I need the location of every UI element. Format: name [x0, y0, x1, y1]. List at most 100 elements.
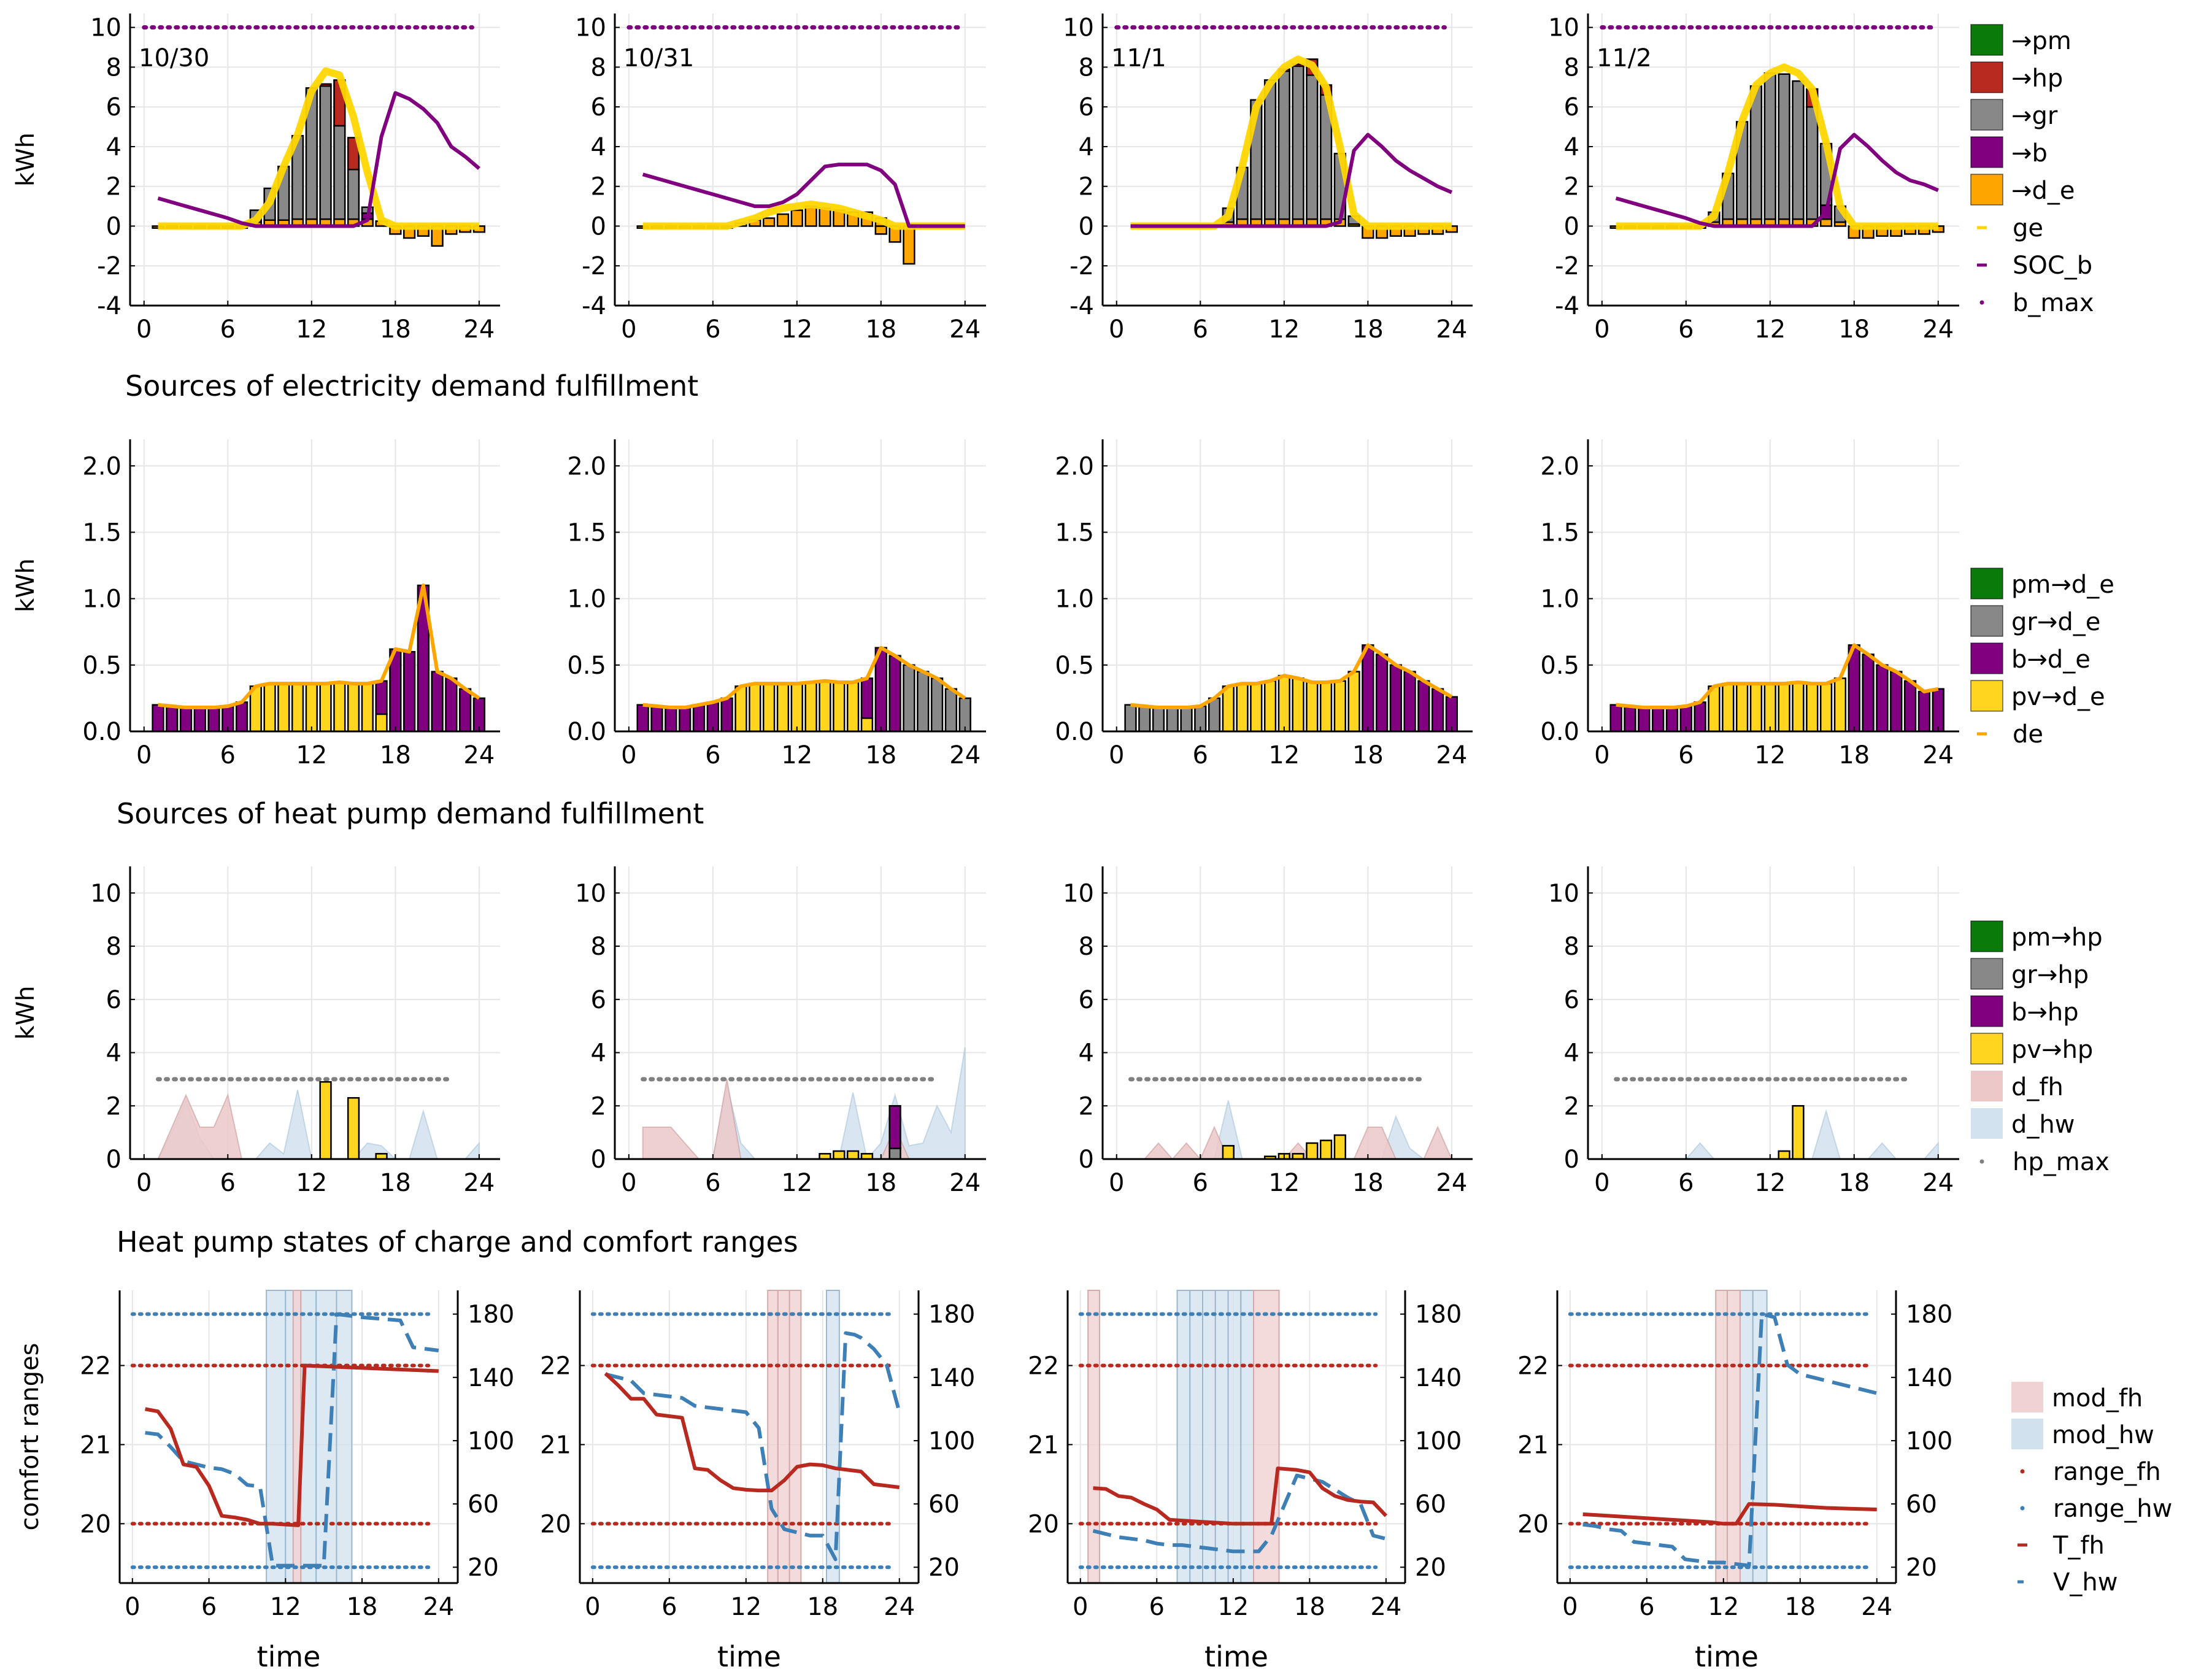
bar-to-gr [333, 125, 346, 220]
legend-swatch [1970, 920, 2003, 952]
y-tick-label: 6 [106, 986, 121, 1014]
y-tick-label: 6 [1079, 93, 1094, 121]
x-axis-label: time [1204, 1640, 1268, 1673]
legend-swatch [1970, 958, 2003, 990]
axes: 0 6 12 18 24 20 21 22 [1028, 1290, 1406, 1621]
y-tick-label: 0.5 [1540, 652, 1579, 680]
marks [1128, 1077, 1453, 1160]
row2-panel-4: 0 6 12 18 24 0.0 0.5 1.0 1.5 2.0 [1540, 439, 1959, 769]
legend-row3: pm→hp gr→hp b→hp pv→hp d_fh d_hw hp_max [1970, 920, 2110, 1176]
x-tick-label: 18 [380, 315, 411, 344]
x-tick-label: 6 [1678, 741, 1694, 769]
y-tick-label: 2.0 [82, 452, 121, 480]
x-axis-label: time [257, 1640, 321, 1673]
soc-line [1615, 133, 1939, 228]
y-tick-label: 4 [106, 1039, 121, 1068]
x-tick-label: 6 [1193, 315, 1208, 344]
y-tick-label: 0.0 [1540, 718, 1579, 746]
bar-b-to-d_e [1862, 653, 1875, 733]
bar-pv-to-d_e [1263, 680, 1277, 733]
ge-line [158, 67, 479, 230]
y-tick-label: 8 [1079, 933, 1094, 961]
y-tick-label: 0.0 [567, 718, 606, 746]
legend-swatch [1970, 568, 2003, 599]
x-tick-label: 18 [865, 315, 896, 344]
bar-b-to-d_e [1638, 706, 1651, 733]
x-tick-label: 12 [781, 315, 812, 344]
x-tick-label: 24 [1922, 741, 1954, 769]
bar-to-gr [1792, 80, 1805, 220]
bar-to-d_e [790, 209, 803, 227]
y-tick-label: 8 [591, 53, 606, 82]
y-axis-label: kWh [12, 133, 40, 187]
bar-b-to-d_e [207, 706, 220, 733]
x-tick-label: 18 [1294, 1593, 1325, 1621]
y2-tick-label: 180 [1415, 1301, 1462, 1329]
y-tick-label: 10 [1548, 14, 1579, 42]
y-tick-label: 8 [106, 933, 121, 961]
y-tick-label: 1.5 [1540, 518, 1579, 547]
legend-label: pv→hp [2011, 1036, 2093, 1064]
mod-hw-span [1176, 1290, 1191, 1584]
bar-b-to-d_e [1932, 688, 1944, 733]
grid [580, 1290, 919, 1583]
x-tick-label: 12 [730, 1593, 761, 1621]
y-tick-label: 1.0 [1540, 585, 1579, 614]
y-tick-label: -2 [97, 252, 121, 280]
d_hw-area [1616, 1109, 1939, 1160]
v-hw-line [1092, 1473, 1387, 1554]
x-tick-label: 12 [296, 741, 327, 769]
y-tick-label: 20 [1028, 1510, 1059, 1538]
legend-item: →d_e [1970, 174, 2075, 206]
y2-tick-label: 140 [1415, 1364, 1462, 1392]
y2-ticks: 20 60 100 140 180 [453, 1301, 514, 1582]
bar-b-to-d_e [403, 650, 416, 733]
bar-gr-to-d_e [944, 688, 958, 733]
bar-pv-to-hp [319, 1081, 332, 1160]
date-label: 10/31 [623, 44, 694, 72]
legend-label: b→hp [2011, 998, 2079, 1027]
y-tick-label: 0.0 [1055, 718, 1094, 746]
bar-to-d_e [874, 225, 887, 235]
y-tick-label: 0 [1079, 1146, 1094, 1174]
x-tick-label: 24 [949, 1169, 981, 1197]
bar-pv-to-hp [833, 1150, 846, 1160]
bar-b-to-d_e [665, 706, 677, 733]
x-tick-label: 0 [136, 1169, 152, 1197]
x-tick-label: 24 [884, 1593, 915, 1621]
bar-to-gr [319, 85, 332, 220]
legend-item: pv→d_e [1970, 680, 2105, 712]
y-tick-label: -4 [1069, 292, 1094, 320]
t-fh-line [604, 1372, 900, 1493]
bar-gr-to-d_e [1208, 697, 1221, 733]
x-tick-label: 0 [136, 315, 152, 344]
bar-pv-to-d_e [749, 682, 761, 733]
bar-pv-to-d_e [804, 681, 817, 733]
legend-label: pm→d_e [2011, 571, 2114, 599]
mod-hw-span [1227, 1290, 1242, 1584]
row4-panel-3: 0 6 12 18 24 20 21 22 20 60 100 140 180 time [1028, 1290, 1462, 1673]
y-tick-label: 10 [90, 879, 121, 907]
bar-pv-to-d_e [1277, 674, 1290, 733]
bar-pv-to-d_e [1306, 681, 1319, 733]
x-tick-label: 12 [1754, 1169, 1786, 1197]
legend-item: mod_fh [2011, 1382, 2143, 1412]
x-tick-label: 0 [1594, 1169, 1609, 1197]
mod-fh-span [788, 1290, 802, 1584]
bar-pv-to-d_e [1763, 682, 1776, 733]
x-tick-label: 18 [1352, 741, 1384, 769]
legend-item: b→hp [1970, 995, 2079, 1027]
x-tick-label: 0 [1594, 315, 1609, 344]
x-tick-label: 24 [463, 1169, 495, 1197]
bar-to-d_e [762, 217, 776, 227]
x-tick-label: 24 [1922, 315, 1954, 344]
grid [615, 866, 986, 1160]
y2-tick-label: 20 [468, 1554, 499, 1582]
legend-dot [2020, 1469, 2025, 1474]
legend-item: d_hw [1971, 1108, 2075, 1139]
x-tick-label: 12 [1754, 315, 1786, 344]
bar-to-gr [1277, 70, 1290, 220]
y-tick-label: 22 [1517, 1352, 1549, 1380]
